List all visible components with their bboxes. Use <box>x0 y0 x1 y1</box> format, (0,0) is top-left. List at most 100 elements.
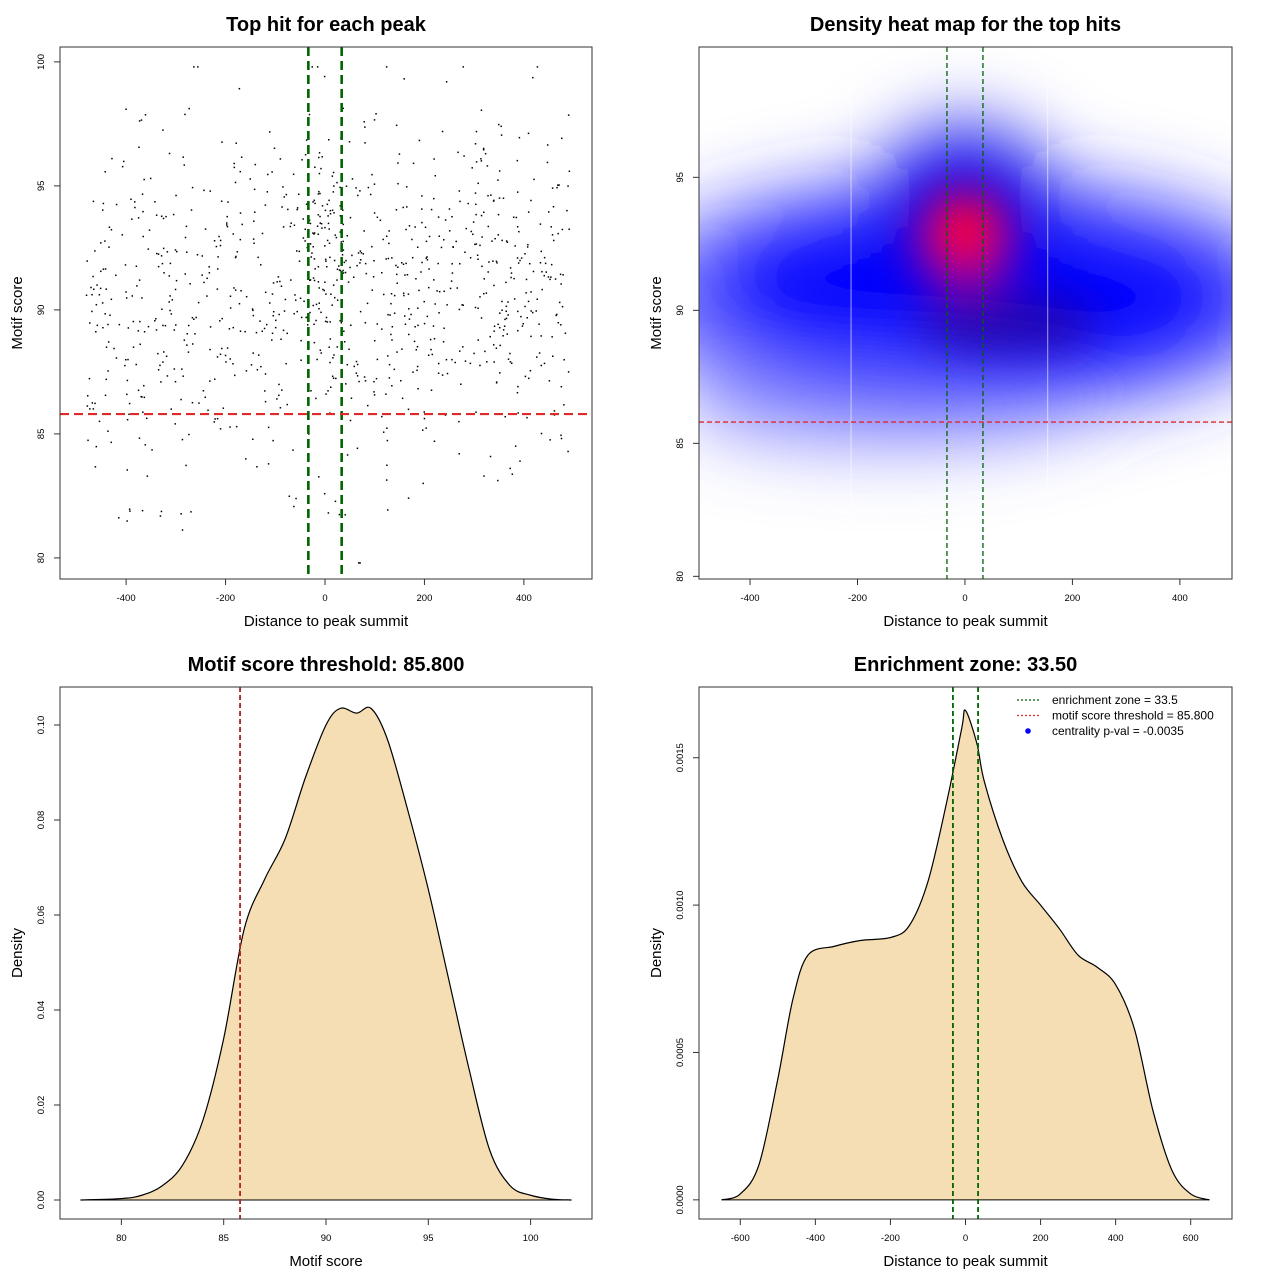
data-point <box>438 290 441 293</box>
data-point <box>281 206 283 208</box>
data-point <box>180 513 182 515</box>
data-point <box>434 174 437 177</box>
data-point <box>396 351 398 353</box>
data-point <box>180 398 182 401</box>
data-point <box>157 369 160 371</box>
data-point <box>86 260 88 262</box>
x-axis-label: Distance to peak summit <box>883 1253 1048 1270</box>
x-tick-label: 95 <box>423 1233 434 1244</box>
data-point <box>477 307 479 309</box>
data-point <box>127 327 130 329</box>
data-point <box>485 292 488 294</box>
data-point <box>338 269 341 271</box>
data-point <box>244 330 246 333</box>
data-point <box>198 402 200 404</box>
data-point <box>434 303 436 305</box>
data-point <box>450 280 453 282</box>
x-tick-label: 400 <box>1172 593 1188 604</box>
data-point <box>504 318 506 321</box>
data-point <box>219 320 221 322</box>
data-point <box>144 114 147 116</box>
data-point <box>302 218 304 220</box>
data-point <box>428 286 430 289</box>
data-point <box>321 227 323 229</box>
data-point <box>326 266 328 268</box>
data-point <box>321 205 324 207</box>
data-point <box>482 147 485 150</box>
data-point <box>388 230 390 232</box>
data-point <box>388 363 391 366</box>
data-point <box>166 251 169 253</box>
data-point <box>347 281 350 283</box>
data-point <box>407 497 410 499</box>
x-tick-label: 0 <box>963 1233 968 1244</box>
data-point <box>161 262 164 265</box>
data-point <box>546 161 549 164</box>
data-point <box>88 377 91 380</box>
data-point <box>476 254 479 256</box>
data-point <box>105 378 107 381</box>
data-point <box>346 234 349 237</box>
data-point <box>356 375 359 377</box>
data-point <box>121 165 124 168</box>
x-tick-label: 400 <box>516 593 532 604</box>
data-point <box>316 358 318 361</box>
data-point <box>547 276 550 278</box>
data-point <box>406 273 409 276</box>
data-point <box>333 259 336 262</box>
data-point <box>271 171 273 173</box>
data-point <box>423 322 426 325</box>
data-point <box>104 240 106 242</box>
data-point <box>261 330 264 333</box>
data-point <box>160 215 163 218</box>
y-tick-label: 0.0015 <box>675 743 686 772</box>
x-tick-label: 100 <box>523 1233 539 1244</box>
data-point <box>124 364 126 367</box>
data-point <box>345 383 347 385</box>
data-point <box>445 358 448 361</box>
data-point <box>486 165 489 167</box>
data-point <box>319 222 322 224</box>
data-point <box>214 418 216 420</box>
data-point <box>438 235 441 237</box>
data-point <box>393 294 396 297</box>
data-point <box>193 66 195 68</box>
data-point <box>486 361 488 363</box>
data-point <box>552 355 554 357</box>
data-point <box>115 203 118 206</box>
data-point <box>352 276 355 278</box>
data-point <box>315 319 317 322</box>
data-point <box>318 476 320 478</box>
data-point <box>404 274 406 276</box>
data-point <box>141 297 143 299</box>
data-point <box>423 300 425 303</box>
data-point <box>502 335 504 337</box>
data-point <box>293 312 295 315</box>
data-point <box>359 190 361 192</box>
data-point <box>387 355 389 357</box>
data-point <box>204 396 207 399</box>
data-point <box>510 362 513 364</box>
y-tick-label: 0.0000 <box>675 1185 686 1214</box>
data-point <box>458 420 460 423</box>
data-point <box>348 141 351 143</box>
data-point <box>329 321 331 323</box>
data-point <box>327 215 329 217</box>
data-point <box>157 253 160 255</box>
data-point <box>264 390 266 392</box>
data-point <box>527 132 530 135</box>
data-point <box>168 275 171 277</box>
data-point <box>487 225 490 228</box>
data-point <box>487 194 489 197</box>
data-point <box>218 235 220 238</box>
data-point <box>327 222 330 225</box>
data-point <box>313 232 316 234</box>
data-point <box>369 193 372 196</box>
data-point <box>209 348 211 351</box>
data-point <box>408 225 411 227</box>
data-point <box>317 233 320 235</box>
data-point <box>94 466 97 468</box>
data-point <box>567 450 569 453</box>
data-point <box>346 454 349 456</box>
